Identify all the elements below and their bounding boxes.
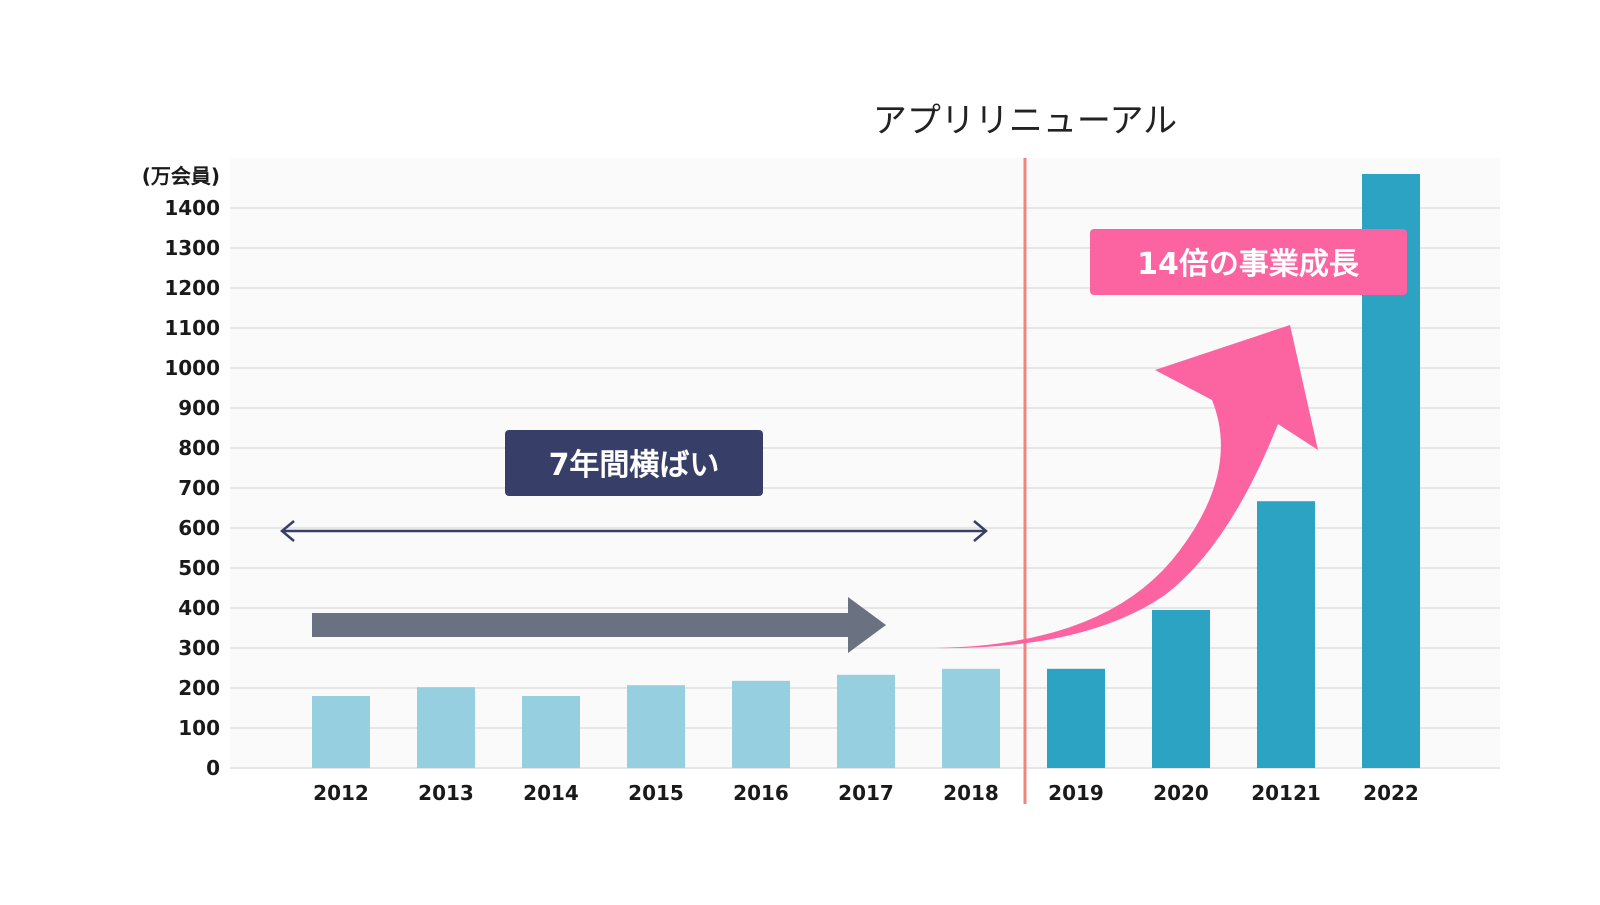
x-tick-label: 2019 — [1048, 781, 1104, 805]
x-axis-ticks: 2012 2013 2014 2015 2016 2017 2018 2019 2020 2012… — [313, 781, 1419, 805]
x-tick-label: 2017 — [838, 781, 894, 805]
y-tick-label: 1300 — [164, 236, 220, 260]
renewal-divider-label: アプリリニューアル — [873, 101, 1177, 141]
y-tick-label: 200 — [178, 676, 220, 700]
flat-period-label: 7年間横ばい — [549, 448, 720, 483]
bar-2013 — [417, 687, 475, 768]
x-tick-label: 2012 — [313, 781, 369, 805]
bars — [312, 174, 1420, 768]
y-tick-label: 700 — [178, 476, 220, 500]
y-tick-label: 0 — [206, 756, 220, 780]
y-tick-label: 500 — [178, 556, 220, 580]
y-tick-label: 400 — [178, 596, 220, 620]
growth-arrow — [935, 325, 1318, 649]
bar-2015 — [627, 685, 685, 768]
y-axis-ticks: 0 100 200 300 400 500 600 700 800 900 1000 1100 1200… — [164, 196, 220, 780]
y-tick-label: 1400 — [164, 196, 220, 220]
growth-badge: 14倍の事業成長 — [1090, 229, 1407, 295]
x-tick-label: 2022 — [1363, 781, 1419, 805]
x-tick-label: 2020 — [1153, 781, 1209, 805]
bar-2016 — [732, 680, 790, 768]
y-tick-label: 800 — [178, 436, 220, 460]
y-unit-label: (万会員) — [142, 164, 220, 188]
y-tick-label: 1000 — [164, 356, 220, 380]
seven-year-span-arrow — [280, 520, 988, 542]
flat-period-arrow — [312, 597, 886, 653]
x-tick-label: 2013 — [418, 781, 474, 805]
bar-2019 — [1047, 668, 1105, 768]
y-tick-label: 300 — [178, 636, 220, 660]
y-tick-label: 100 — [178, 716, 220, 740]
growth-label: 14倍の事業成長 — [1137, 247, 1360, 282]
bar-2018 — [942, 668, 1000, 768]
flat-period-badge: 7年間横ばい — [505, 430, 763, 496]
y-tick-label: 1200 — [164, 276, 220, 300]
y-tick-label: 900 — [178, 396, 220, 420]
bar-2017 — [837, 674, 895, 768]
bar-20121 — [1257, 501, 1315, 768]
y-tick-label: 1100 — [164, 316, 220, 340]
x-tick-label: 2016 — [733, 781, 789, 805]
x-tick-label: 2014 — [523, 781, 579, 805]
bar-2020 — [1152, 610, 1210, 768]
bar-2014 — [522, 696, 580, 768]
x-tick-label: 20121 — [1251, 781, 1321, 805]
x-tick-label: 2015 — [628, 781, 684, 805]
bar-2012 — [312, 696, 370, 768]
y-tick-label: 600 — [178, 516, 220, 540]
x-tick-label: 2018 — [943, 781, 999, 805]
